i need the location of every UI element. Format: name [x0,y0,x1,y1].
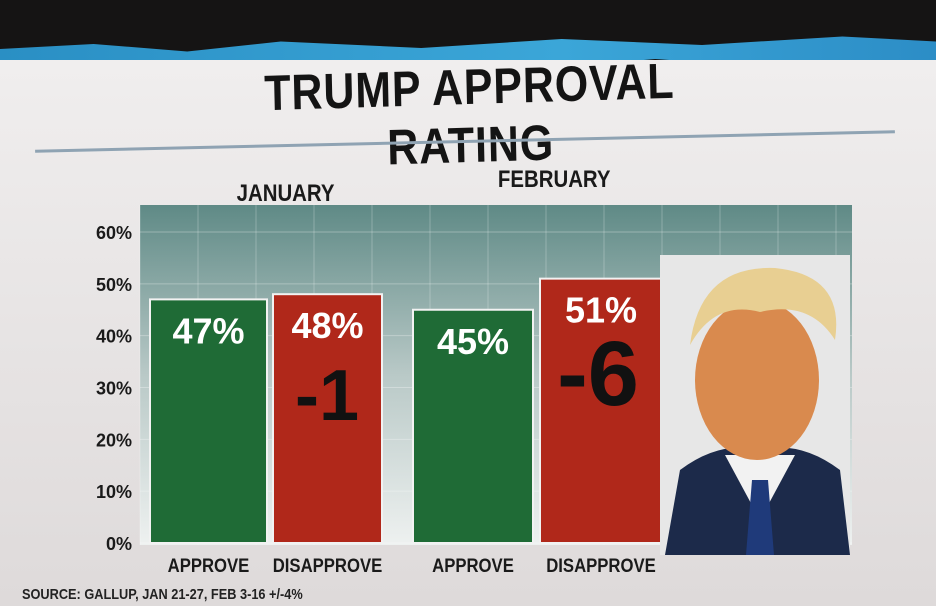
y-tick-label: 20% [96,430,132,450]
bar-approve [412,308,534,544]
value-label: 51% [565,290,637,331]
group-label-february: FEBRUARY [497,166,611,193]
value-label: 45% [437,321,509,362]
y-tick-label: 0% [106,534,132,554]
y-tick-label: 60% [96,223,132,243]
category-label: APPROVE [432,555,514,576]
portrait-hair [690,267,837,345]
category-label: DISAPPROVE [546,555,656,576]
category-label: DISAPPROVE [273,555,383,576]
value-label: 48% [291,305,363,346]
bar-disapprove [272,293,383,545]
y-tick-label: 30% [96,379,132,399]
category-label: APPROVE [168,555,250,576]
bar-disapprove [539,277,663,544]
net-label-january: -1 [295,356,359,436]
bar-approve [149,298,268,544]
net-label-february: -6 [557,323,639,425]
y-tick-label: 10% [96,482,132,502]
y-tick-label: 40% [96,327,132,347]
portrait-tie [746,480,774,555]
y-tick-label: 50% [96,275,132,295]
group-label-january: JANUARY [236,180,335,207]
source-note: SOURCE: GALLUP, JAN 21-27, FEB 3-16 +/-4… [22,586,303,603]
portrait-face [695,300,819,460]
value-label: 47% [172,310,244,351]
